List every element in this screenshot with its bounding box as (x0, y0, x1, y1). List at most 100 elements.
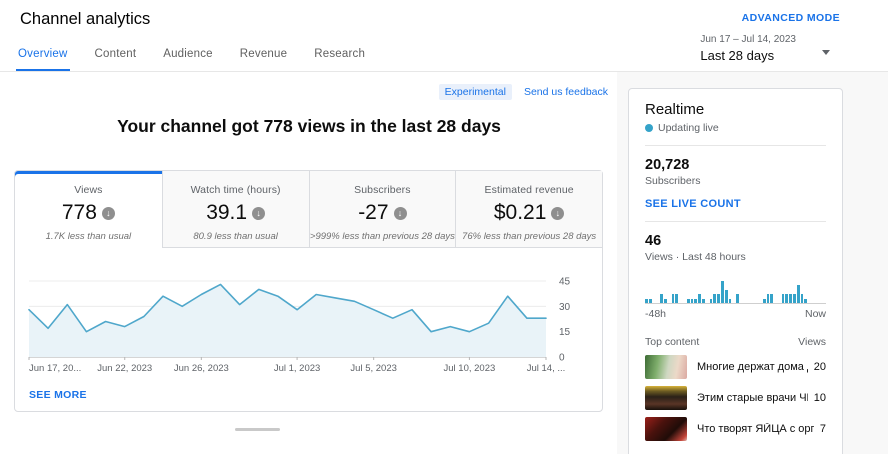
svg-text:15: 15 (559, 327, 571, 338)
metric-note: 1.7K less than usual (45, 231, 132, 242)
svg-text:Jun 17, 20...: Jun 17, 20... (29, 363, 81, 374)
metric-note: 76% less than previous 28 days (462, 231, 597, 242)
metric-label: Estimated revenue (484, 184, 574, 196)
metric-tab-subscribers[interactable]: Subscribers -27 ↓ >999% less than previou… (308, 171, 456, 248)
updating-live-label: Updating live (658, 122, 719, 134)
metric-tab-watch-time[interactable]: Watch time (hours) 39.1 ↓ 80.9 less than … (161, 171, 309, 248)
date-preset-value: Last 28 days (700, 48, 775, 63)
views-line-chart: Jun 17, 20... Jun 22, 2023 Jun 26, 2023 Jul… (15, 248, 602, 380)
realtime-bar-axis: -48h Now (645, 308, 826, 320)
realtime-bar (789, 294, 793, 303)
realtime-subscribers-value: 20,728 (645, 157, 690, 173)
live-dot-icon (645, 124, 653, 132)
metric-tab-views[interactable]: Views 778 ↓ 1.7K less than usual (15, 171, 162, 248)
realtime-bar (724, 289, 728, 303)
views-line-chart-svg: Jun 17, 20... Jun 22, 2023 Jun 26, 2023 Jul… (28, 277, 571, 374)
tab-audience[interactable]: Audience (163, 48, 213, 60)
see-more-link[interactable]: SEE MORE (29, 389, 87, 401)
realtime-bar (717, 294, 720, 303)
date-range-picker[interactable]: Jun 17 – Jul 14, 2023 Last 28 days (700, 34, 830, 63)
horizontal-scrollbar[interactable] (235, 428, 280, 431)
top-content-header: Top content (645, 336, 700, 348)
realtime-bar (690, 298, 694, 303)
top-content-headers: Top content Views (645, 336, 826, 348)
svg-text:Jul 5, 2023: Jul 5, 2023 (350, 363, 396, 374)
realtime-bar (800, 294, 804, 303)
experimental-badge: Experimental (438, 84, 512, 100)
top-content-row[interactable]: Многие держат дома Дене... 20 (645, 355, 826, 379)
chevron-down-icon (822, 50, 830, 55)
metric-value: 39.1 (206, 201, 248, 224)
tab-revenue[interactable]: Revenue (239, 48, 288, 60)
metric-note: >999% less than previous 28 days (309, 231, 455, 242)
trend-down-icon: ↓ (393, 206, 407, 220)
tab-overview[interactable]: Overview (16, 48, 70, 72)
header-divider (0, 71, 888, 72)
svg-text:Jul 10, 2023: Jul 10, 2023 (444, 363, 496, 374)
metric-value: -27 (358, 201, 389, 224)
video-thumbnail (645, 355, 687, 379)
video-views: 7 (819, 423, 826, 435)
trend-down-icon: ↓ (252, 206, 266, 220)
realtime-bar (796, 285, 800, 303)
tab-content[interactable]: Content (94, 48, 137, 60)
realtime-card: Realtime Updating live 20,728 Subscriber… (628, 88, 843, 454)
realtime-bar (728, 298, 732, 303)
metric-tabs-row: Views 778 ↓ 1.7K less than usual Watch ti… (15, 171, 602, 248)
video-views: 20 (813, 361, 826, 373)
realtime-bar (781, 294, 785, 303)
video-title: Многие держат дома Дене... (697, 361, 808, 373)
realtime-bar (804, 298, 808, 303)
svg-text:Jun 22, 2023: Jun 22, 2023 (97, 363, 152, 374)
realtime-bar (766, 294, 770, 303)
realtime-views-label: Views · Last 48 hours (645, 251, 746, 263)
video-thumbnail (645, 386, 687, 410)
realtime-bar (694, 298, 698, 303)
page-title: Channel analytics (20, 10, 151, 28)
video-thumbnail (645, 417, 687, 441)
svg-text:Jul 14, ...: Jul 14, ... (527, 363, 566, 374)
realtime-bar (793, 294, 796, 303)
feedback-bar: Experimental Send us feedback (0, 82, 608, 100)
realtime-views-value: 46 (645, 233, 662, 249)
realtime-bar (698, 294, 701, 303)
updating-live-row: Updating live (645, 122, 826, 134)
overview-analytics-card: Views 778 ↓ 1.7K less than usual Watch ti… (14, 170, 603, 412)
realtime-bar (671, 294, 675, 303)
realtime-bar (713, 294, 717, 303)
metric-value: 778 (61, 201, 97, 224)
send-feedback-link[interactable]: Send us feedback (523, 86, 608, 98)
divider (645, 145, 826, 146)
date-range-value: Jun 17 – Jul 14, 2023 (700, 34, 796, 45)
realtime-bar (660, 294, 663, 303)
axis-start-label: -48h (645, 308, 667, 320)
top-content-row[interactable]: Этим старые врачи ЧИСТЯ... 10 (645, 386, 826, 410)
video-views: 10 (813, 392, 826, 404)
realtime-bar (645, 298, 648, 303)
realtime-bar (686, 298, 690, 303)
advanced-mode-link[interactable]: ADVANCED MODE (741, 12, 840, 24)
date-range-text-block: Jun 17 – Jul 14, 2023 Last 28 days (700, 34, 796, 63)
realtime-subscribers-label: Subscribers (645, 175, 701, 187)
tab-research[interactable]: Research (314, 48, 366, 60)
see-live-count-link[interactable]: SEE LIVE COUNT (645, 198, 741, 210)
realtime-bar (770, 294, 774, 303)
svg-text:Jun 26, 2023: Jun 26, 2023 (174, 363, 229, 374)
metric-label: Subscribers (354, 184, 411, 196)
trend-down-icon: ↓ (101, 206, 115, 220)
top-content-row[interactable]: Что творят ЯЙЦА с организ... 7 (645, 417, 826, 441)
svg-text:45: 45 (559, 277, 571, 288)
realtime-bar (709, 298, 713, 303)
realtime-bar (648, 298, 652, 303)
realtime-bar (675, 294, 679, 303)
metric-tab-estimated-revenue[interactable]: Estimated revenue $0.21 ↓ 76% less than p… (455, 171, 602, 248)
video-title: Что творят ЯЙЦА с организ... (697, 423, 814, 435)
metric-value: $0.21 (493, 201, 547, 224)
trend-down-icon: ↓ (551, 206, 565, 220)
realtime-bar (785, 294, 789, 303)
svg-text:0: 0 (559, 353, 565, 364)
realtime-bar (663, 298, 667, 303)
analytics-nav-tabs: Overview Content Audience Revenue Resear… (16, 48, 367, 72)
metric-label: Watch time (hours) (190, 184, 281, 196)
